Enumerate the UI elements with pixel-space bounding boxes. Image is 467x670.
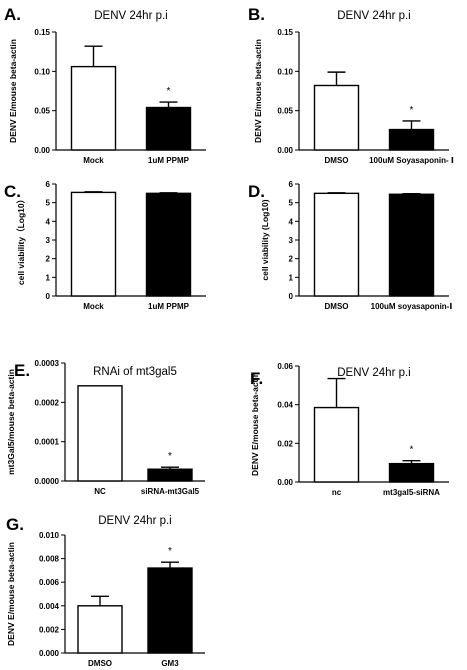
- y-tick-label: 6: [289, 180, 294, 189]
- panel-letter: B.: [248, 5, 265, 24]
- x-category-label: Mock: [83, 156, 104, 165]
- x-category-label: 100uM soyasaponin-Ⅰ: [371, 302, 453, 311]
- y-tick-label: 0.002: [39, 625, 60, 634]
- y-tick-label: 0.008: [39, 555, 60, 564]
- significance-marker: *: [410, 445, 414, 456]
- y-axis-label: DENV E/mouse beta-actin: [250, 372, 260, 476]
- y-tick-label: 0: [46, 292, 51, 301]
- bar: [145, 106, 192, 151]
- bar: [388, 462, 435, 483]
- y-tick-label: 6: [46, 180, 51, 189]
- bar: [70, 191, 117, 297]
- y-axis-label: DENV E/mouse beta-actin: [6, 542, 16, 646]
- y-tick-label: 4: [289, 217, 294, 226]
- y-tick-label: 0.15: [277, 28, 293, 37]
- chart-panel: C.cell viability（Log10） 0 1 2 3 4 5 6 Mock 1uM PP…: [4, 180, 206, 311]
- y-tick-label: 3: [289, 236, 294, 245]
- x-category-label: 100uM Soyasaponin- Ⅰ: [369, 156, 454, 165]
- chart-title: DENV 24hr p.i: [337, 10, 411, 22]
- y-tick-label: 0.0000: [35, 477, 60, 486]
- y-tick-label: 0.10: [34, 67, 50, 76]
- panel-letter: A.: [4, 5, 21, 24]
- y-tick-label: 0.02: [277, 439, 293, 448]
- y-tick-label: 0.004: [39, 602, 60, 611]
- x-category-label: GM3: [161, 659, 179, 668]
- y-tick-label: 2: [46, 255, 51, 264]
- y-tick-label: 5: [289, 199, 294, 208]
- y-tick-label: 0.15: [34, 28, 50, 37]
- x-category-label: Mock: [83, 302, 104, 311]
- y-tick-label: 0.0002: [35, 398, 60, 407]
- y-axis-label: DENV E/mouse beta-actin: [8, 39, 18, 143]
- y-tick-label: 0.000: [39, 649, 60, 658]
- y-tick-label: 0.06: [277, 362, 293, 371]
- x-category-label: DMSO: [325, 156, 349, 165]
- panel-letter: D.: [248, 182, 265, 201]
- chart-title: RNAi of mt3gal5: [93, 366, 177, 378]
- significance-marker: *: [168, 546, 172, 557]
- bar: [147, 567, 193, 654]
- x-category-label: 1uM PPMP: [148, 156, 190, 165]
- significance-marker: *: [167, 86, 171, 97]
- x-category-label: siRNA-mt3Gal5: [141, 487, 200, 496]
- bar: [77, 605, 123, 654]
- bar: [77, 385, 123, 482]
- x-category-label: mt3gal5-siRNA: [383, 488, 440, 497]
- y-tick-label: 0.04: [277, 401, 293, 410]
- y-tick-label: 1: [289, 273, 294, 282]
- panel-letter: G.: [6, 515, 24, 534]
- bar: [147, 468, 193, 482]
- bar: [313, 192, 360, 297]
- y-tick-label: 0.00: [277, 146, 293, 155]
- y-tick-label: 0: [289, 292, 294, 301]
- y-axis-label: cell viability (Log10): [260, 199, 270, 280]
- y-tick-label: 2: [289, 255, 294, 264]
- y-tick-label: 0.0003: [35, 359, 60, 368]
- x-category-label: NC: [94, 487, 106, 496]
- chart-panel: A. DENV 24hr p.i DENV E/mouse beta-actin 0.…: [4, 5, 206, 165]
- chart-title: DENV 24hr p.i: [337, 367, 411, 379]
- bar: [70, 65, 117, 151]
- x-category-label: DMSO: [325, 302, 349, 311]
- bar: [313, 406, 360, 483]
- y-tick-label: 3: [46, 236, 51, 245]
- bar: [388, 128, 435, 151]
- chart-panel: F. DENV 24hr p.i DENV E/mouse beta-actin 0.…: [250, 362, 449, 497]
- chart-panel: G. DENV 24hr p.i DENV E/mouse beta-actin 0.…: [6, 515, 205, 668]
- y-axis-label: cell viability（Log10）: [16, 195, 26, 285]
- y-tick-label: 4: [46, 217, 51, 226]
- y-tick-label: 5: [46, 199, 51, 208]
- y-tick-label: 0.05: [34, 107, 50, 116]
- y-axis-label: DENV E/mouse beta-actin: [253, 39, 263, 143]
- y-tick-label: 0.00: [34, 146, 50, 155]
- x-category-label: nc: [332, 488, 342, 497]
- y-tick-label: 0.010: [39, 531, 60, 540]
- chart-panel: E. RNAi of mt3gal5 mt3Gal5/mouse beta-acti…: [6, 359, 205, 496]
- x-category-label: DMSO: [88, 659, 112, 668]
- y-tick-label: 0.10: [277, 67, 293, 76]
- chart-title: DENV 24hr p.i: [98, 515, 172, 527]
- y-tick-label: 0.006: [39, 578, 60, 587]
- y-tick-label: 0.00: [277, 478, 293, 487]
- y-tick-label: 0.05: [277, 107, 293, 116]
- significance-marker: *: [168, 451, 172, 462]
- y-tick-label: 1: [46, 273, 51, 282]
- chart-title: DENV 24hr p.i: [94, 10, 168, 22]
- panel-letter: E.: [14, 361, 30, 380]
- chart-panel: B. DENV 24hr p.i DENV E/mouse beta-actin 0.…: [248, 5, 454, 165]
- chart-panel: D.cell viability (Log10) 0 1 2 3 4 5 6 DMSO 100uM…: [248, 180, 452, 311]
- bar: [313, 84, 360, 151]
- bar: [388, 193, 435, 297]
- significance-marker: *: [410, 105, 414, 116]
- panel-letter: C.: [4, 182, 21, 201]
- panel-letter: F.: [250, 369, 263, 388]
- x-category-label: 1uM PPMP: [148, 302, 190, 311]
- bar: [145, 192, 192, 297]
- y-tick-label: 0.0001: [35, 438, 60, 447]
- y-axis-label: mt3Gal5/mouse beta-actin: [6, 369, 16, 475]
